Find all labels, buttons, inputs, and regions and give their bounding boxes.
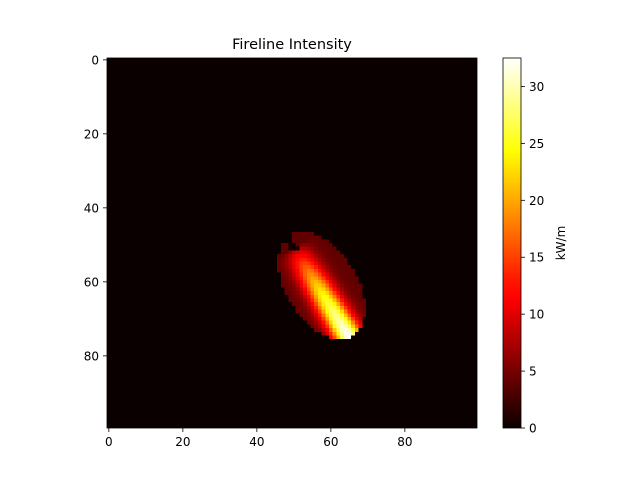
x-axis: 0 20 40 60 80: [105, 428, 412, 449]
heatmap-plot-area: [106, 57, 478, 429]
colorbar-tick-label: 15: [529, 251, 544, 265]
plot-frame: [106, 57, 478, 429]
chart-title: Fireline Intensity: [232, 37, 352, 53]
colorbar-label: kW/m: [554, 226, 568, 261]
y-axis-tick-label: 0: [91, 53, 99, 67]
y-axis: 0 20 40 60 80: [84, 53, 107, 363]
y-axis-tick-label: 40: [84, 201, 99, 215]
colorbar-tick-label: 25: [529, 137, 544, 151]
colorbar-tick-label: 10: [529, 308, 544, 322]
colorbar: 0 5 10 15 20 25 30 kW/m: [502, 57, 568, 436]
x-axis-tick-label: 20: [175, 435, 190, 449]
x-axis-tick-label: 40: [249, 435, 264, 449]
y-axis-tick-label: 60: [84, 275, 99, 289]
colorbar-gradient: [503, 58, 521, 428]
x-axis-tick-label: 80: [397, 435, 412, 449]
x-axis-tick-label: 0: [105, 435, 113, 449]
y-axis-tick-label: 20: [84, 127, 99, 141]
colorbar-tick-label: 0: [529, 422, 537, 436]
colorbar-ticks: 0 5 10 15 20 25 30: [521, 80, 544, 436]
x-axis-tick-label: 60: [323, 435, 338, 449]
colorbar-tick-label: 30: [529, 80, 544, 94]
y-axis-tick-label: 80: [84, 349, 99, 363]
heatmap-image: [107, 58, 477, 428]
colorbar-frame: [502, 57, 522, 429]
colorbar-tick-label: 20: [529, 194, 544, 208]
colorbar-tick-label: 5: [529, 365, 537, 379]
